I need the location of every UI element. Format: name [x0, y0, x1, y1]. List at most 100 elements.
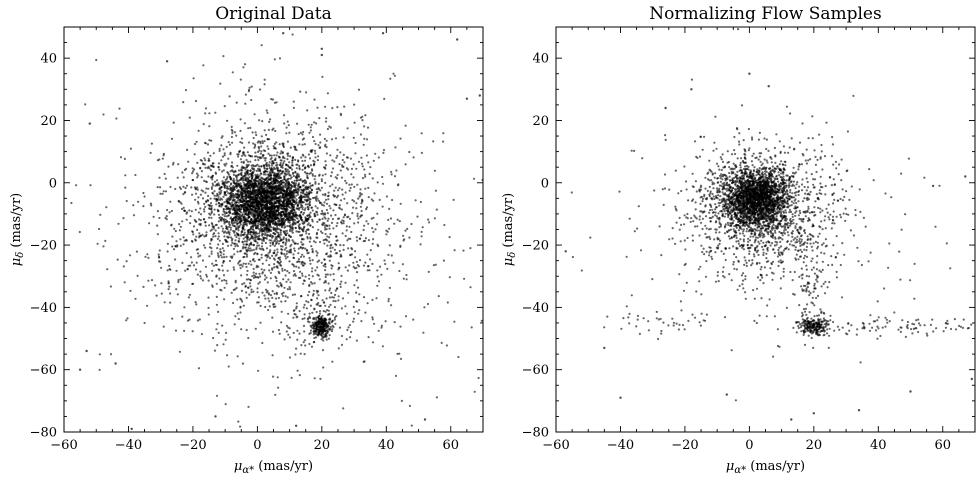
data-point	[215, 197, 218, 200]
data-point	[278, 261, 281, 265]
data-point	[313, 98, 316, 101]
data-point	[242, 226, 245, 230]
data-point	[325, 202, 329, 205]
data-point	[298, 206, 301, 210]
data-point	[247, 213, 250, 217]
data-point	[250, 177, 253, 180]
data-point	[179, 278, 182, 281]
data-point	[265, 191, 268, 194]
data-point	[174, 187, 177, 191]
data-point	[209, 168, 212, 172]
data-point	[259, 304, 262, 307]
data-point	[347, 247, 350, 250]
data-point	[329, 303, 332, 306]
data-point	[194, 301, 197, 304]
data-point	[263, 180, 266, 183]
data-point	[319, 141, 322, 144]
data-point	[284, 168, 287, 171]
data-point	[292, 182, 295, 185]
data-point	[207, 199, 210, 202]
data-point	[253, 201, 256, 204]
data-point	[255, 197, 258, 200]
data-point	[258, 119, 261, 122]
data-point	[299, 202, 302, 205]
data-point	[375, 297, 378, 300]
data-point	[239, 311, 242, 314]
data-point	[208, 159, 211, 162]
data-point	[236, 355, 239, 358]
data-point	[297, 276, 300, 279]
data-point	[287, 172, 290, 175]
data-point	[253, 219, 256, 222]
data-point	[299, 191, 302, 194]
data-point	[202, 64, 205, 67]
data-point	[387, 297, 390, 301]
data-point	[102, 113, 105, 116]
data-point	[225, 177, 229, 180]
data-point	[283, 196, 286, 199]
data-point	[245, 328, 248, 332]
data-point	[370, 198, 373, 201]
data-point	[284, 208, 288, 211]
data-point	[259, 172, 262, 175]
data-point	[353, 222, 356, 225]
data-point	[372, 159, 375, 162]
data-point	[260, 145, 263, 148]
data-point	[260, 211, 263, 214]
data-point	[235, 204, 238, 207]
data-point	[296, 163, 299, 166]
data-point	[247, 220, 250, 223]
data-point	[433, 169, 436, 172]
data-point	[243, 174, 247, 177]
data-point	[363, 224, 366, 227]
data-point	[194, 220, 197, 223]
data-point	[193, 153, 196, 156]
data-point	[352, 206, 355, 209]
data-point	[264, 159, 267, 162]
data-point	[353, 200, 356, 203]
data-point	[285, 206, 288, 209]
data-point	[279, 245, 282, 248]
data-point	[294, 145, 297, 148]
data-point	[248, 210, 251, 213]
data-point	[305, 307, 308, 310]
data-point	[264, 163, 267, 166]
data-point	[293, 179, 296, 182]
data-point	[203, 179, 206, 182]
data-point	[177, 163, 180, 166]
data-point	[299, 270, 302, 273]
data-point	[208, 224, 211, 227]
data-point	[309, 187, 312, 190]
data-point	[251, 228, 254, 231]
data-point	[236, 298, 239, 301]
data-point	[267, 221, 270, 224]
data-point	[230, 128, 233, 131]
data-point	[217, 209, 220, 212]
data-point	[262, 173, 266, 176]
data-point	[245, 236, 248, 239]
data-point	[251, 275, 254, 278]
data-point	[232, 301, 235, 305]
data-point	[299, 246, 302, 249]
data-point	[267, 175, 270, 178]
data-point	[252, 248, 255, 251]
data-point	[148, 222, 151, 225]
data-point	[339, 112, 342, 115]
data-point	[336, 148, 339, 151]
data-point	[386, 267, 389, 270]
data-point	[324, 120, 328, 123]
data-point	[207, 296, 210, 299]
data-point	[195, 303, 198, 306]
data-point	[271, 98, 274, 101]
data-point	[244, 168, 247, 171]
data-point	[350, 253, 354, 256]
data-point	[239, 169, 242, 172]
data-point	[231, 187, 234, 190]
data-point	[255, 264, 259, 267]
data-point	[211, 178, 214, 181]
data-point	[237, 229, 240, 232]
data-point	[171, 235, 174, 238]
data-point	[280, 284, 283, 287]
data-point	[207, 187, 210, 190]
data-point	[327, 305, 331, 308]
